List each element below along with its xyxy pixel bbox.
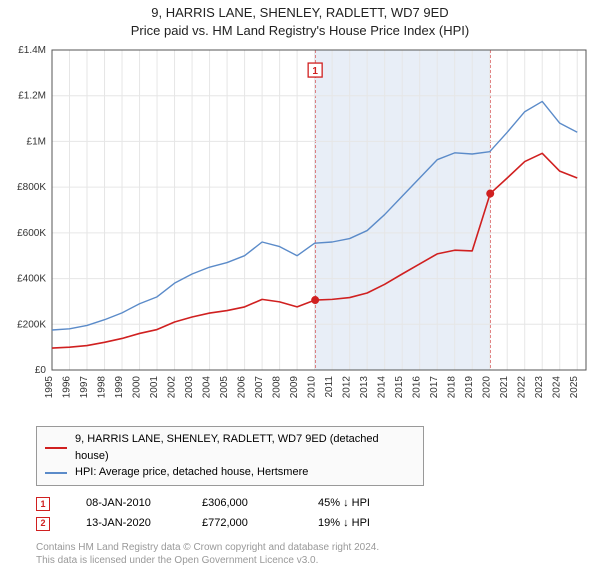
svg-text:2024: 2024 bbox=[552, 376, 563, 399]
svg-text:2001: 2001 bbox=[149, 376, 160, 399]
svg-text:2009: 2009 bbox=[289, 376, 300, 399]
sales-row: 1 08-JAN-2010 £306,000 45% ↓ HPI bbox=[36, 494, 600, 514]
svg-text:£0: £0 bbox=[35, 365, 47, 376]
sale-hpi: 19% ↓ HPI bbox=[318, 514, 398, 534]
svg-text:2003: 2003 bbox=[184, 376, 195, 399]
svg-text:1: 1 bbox=[312, 66, 318, 77]
sale-date: 08-JAN-2010 bbox=[86, 494, 166, 514]
svg-text:1997: 1997 bbox=[79, 376, 90, 399]
svg-text:2005: 2005 bbox=[219, 376, 230, 399]
svg-text:2013: 2013 bbox=[359, 376, 370, 399]
svg-text:1995: 1995 bbox=[44, 376, 55, 399]
svg-text:2023: 2023 bbox=[534, 376, 545, 399]
legend-row: 9, HARRIS LANE, SHENLEY, RADLETT, WD7 9E… bbox=[45, 431, 415, 464]
legend-box: 9, HARRIS LANE, SHENLEY, RADLETT, WD7 9E… bbox=[36, 426, 424, 486]
svg-text:1996: 1996 bbox=[62, 376, 73, 399]
svg-text:2018: 2018 bbox=[447, 376, 458, 399]
marker-box: 2 bbox=[36, 517, 50, 531]
svg-text:2025: 2025 bbox=[569, 376, 580, 399]
svg-text:£1.4M: £1.4M bbox=[18, 45, 46, 56]
svg-text:2007: 2007 bbox=[254, 376, 265, 399]
legend-row: HPI: Average price, detached house, Hert… bbox=[45, 464, 415, 481]
legend-label: HPI: Average price, detached house, Hert… bbox=[75, 464, 308, 481]
svg-text:2002: 2002 bbox=[167, 376, 178, 399]
svg-text:£400K: £400K bbox=[17, 274, 46, 285]
svg-text:2017: 2017 bbox=[429, 376, 440, 399]
title-line-1: 9, HARRIS LANE, SHENLEY, RADLETT, WD7 9E… bbox=[0, 4, 600, 22]
svg-text:2010: 2010 bbox=[307, 376, 318, 399]
legend-swatch bbox=[45, 472, 67, 474]
sale-price: £772,000 bbox=[202, 514, 282, 534]
sales-row: 2 13-JAN-2020 £772,000 19% ↓ HPI bbox=[36, 514, 600, 534]
svg-text:£800K: £800K bbox=[17, 183, 46, 194]
footer: Contains HM Land Registry data © Crown c… bbox=[36, 541, 600, 567]
svg-text:2020: 2020 bbox=[482, 376, 493, 399]
svg-text:2008: 2008 bbox=[272, 376, 283, 399]
sale-hpi: 45% ↓ HPI bbox=[318, 494, 398, 514]
svg-text:2012: 2012 bbox=[342, 376, 353, 399]
title-block: 9, HARRIS LANE, SHENLEY, RADLETT, WD7 9E… bbox=[0, 0, 600, 40]
svg-text:£1.2M: £1.2M bbox=[18, 91, 46, 102]
svg-text:2011: 2011 bbox=[324, 376, 335, 398]
sales-table: 1 08-JAN-2010 £306,000 45% ↓ HPI 2 13-JA… bbox=[36, 494, 600, 534]
svg-text:2014: 2014 bbox=[377, 376, 388, 399]
svg-text:2004: 2004 bbox=[202, 376, 213, 399]
svg-text:1999: 1999 bbox=[114, 376, 125, 399]
svg-text:2021: 2021 bbox=[499, 376, 510, 399]
chart-area: £0 £200K £400K £600K £800K £1M £1.2M £1.4M 1995 1… bbox=[0, 40, 600, 420]
chart-container: 9, HARRIS LANE, SHENLEY, RADLETT, WD7 9E… bbox=[0, 0, 600, 560]
svg-text:2000: 2000 bbox=[132, 376, 143, 399]
svg-text:2016: 2016 bbox=[412, 376, 423, 399]
svg-text:2006: 2006 bbox=[237, 376, 248, 399]
footer-line-1: Contains HM Land Registry data © Crown c… bbox=[36, 541, 600, 554]
svg-text:2019: 2019 bbox=[464, 376, 475, 399]
chart-svg: £0 £200K £400K £600K £800K £1M £1.2M £1.4M 1995 1… bbox=[0, 40, 600, 420]
legend-label: 9, HARRIS LANE, SHENLEY, RADLETT, WD7 9E… bbox=[75, 431, 415, 464]
title-line-2: Price paid vs. HM Land Registry's House … bbox=[0, 22, 600, 40]
legend-swatch bbox=[45, 447, 67, 449]
svg-text:£200K: £200K bbox=[17, 320, 46, 331]
svg-text:£600K: £600K bbox=[17, 228, 46, 239]
footer-line-2: This data is licensed under the Open Gov… bbox=[36, 554, 600, 567]
svg-text:2015: 2015 bbox=[394, 376, 405, 399]
sale-date: 13-JAN-2020 bbox=[86, 514, 166, 534]
svg-text:2022: 2022 bbox=[517, 376, 528, 399]
svg-text:1998: 1998 bbox=[97, 376, 108, 399]
marker-box: 1 bbox=[36, 497, 50, 511]
sale-price: £306,000 bbox=[202, 494, 282, 514]
svg-text:£1M: £1M bbox=[27, 137, 46, 148]
